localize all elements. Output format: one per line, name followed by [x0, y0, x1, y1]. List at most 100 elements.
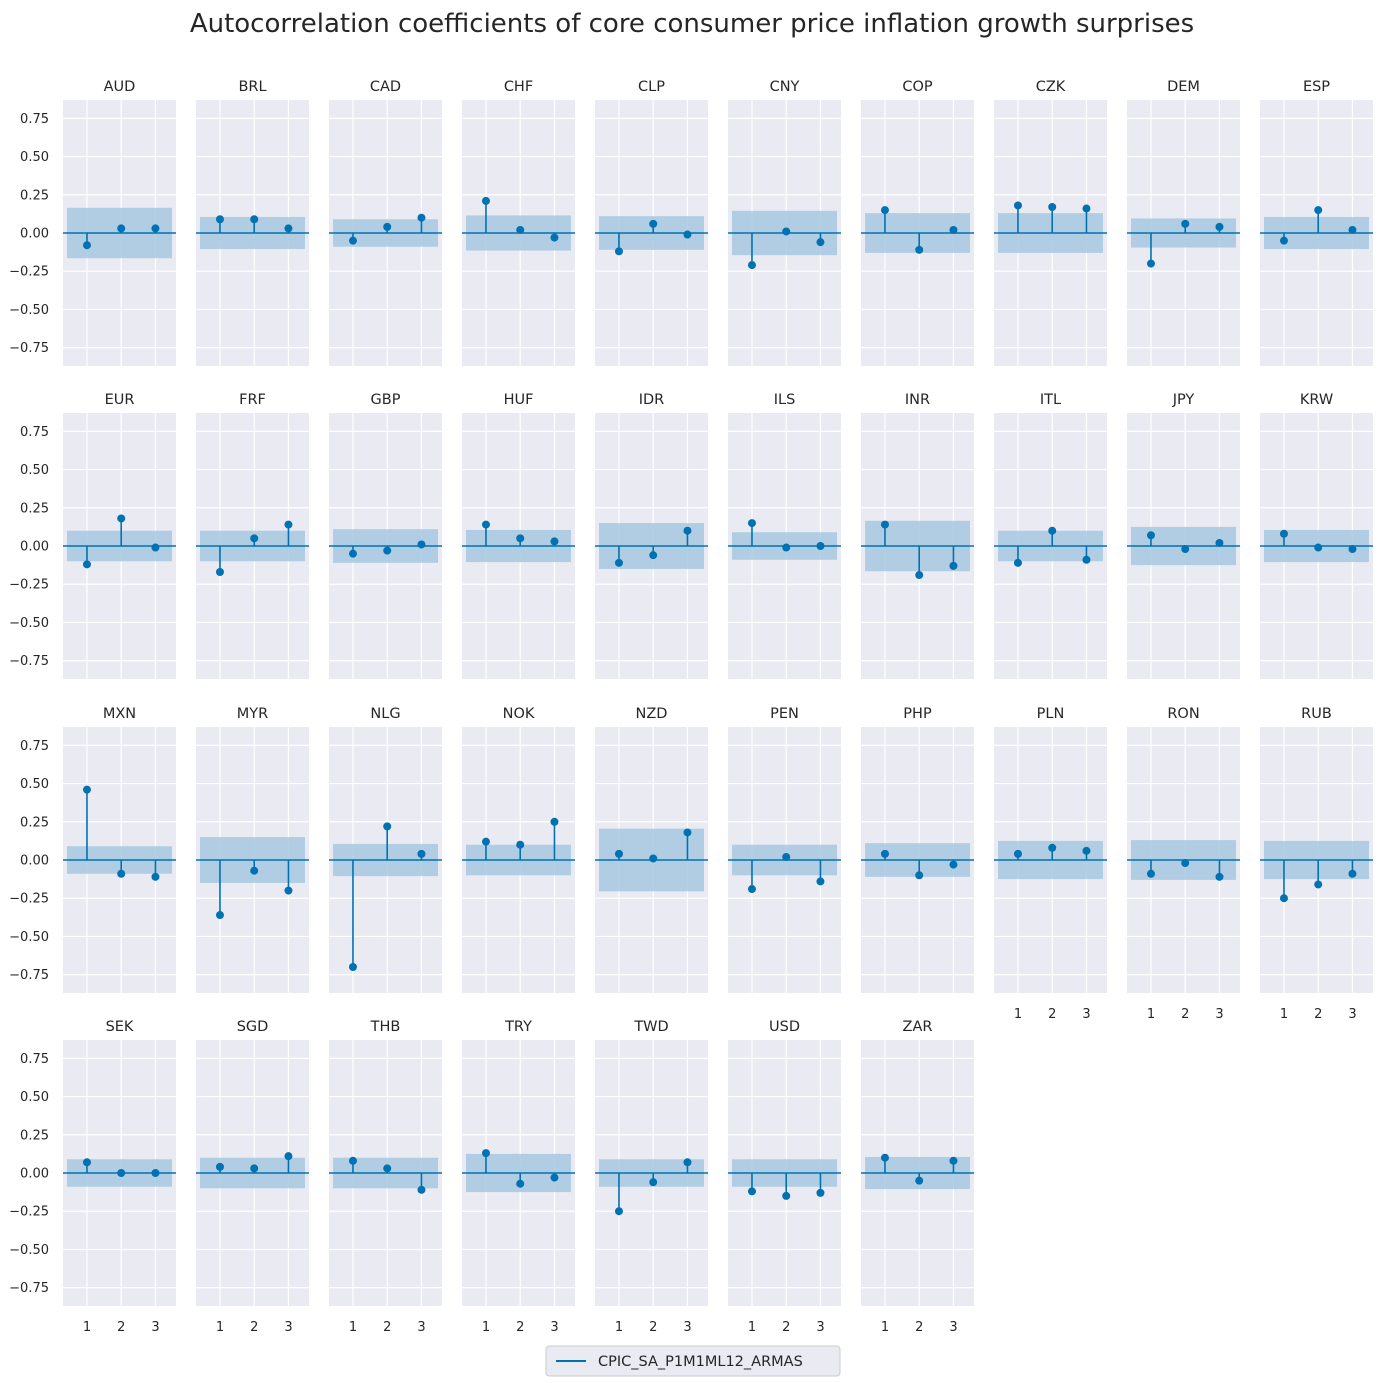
point-lag-3 — [1215, 538, 1224, 547]
panel-pen: PEN — [728, 706, 841, 993]
point-lag-2 — [1181, 545, 1190, 554]
point-lag-3 — [550, 233, 559, 242]
panel-title: SEK — [106, 1019, 134, 1035]
x-tick-label: 2 — [117, 1320, 125, 1335]
x-tick-label: 1 — [881, 1320, 889, 1335]
y-tick-label: −0.50 — [9, 303, 49, 318]
point-lag-3 — [683, 828, 692, 837]
point-lag-3 — [1348, 869, 1357, 878]
point-lag-1 — [348, 1156, 357, 1165]
panel-cop: COP — [861, 79, 974, 366]
x-tick-label: 3 — [284, 1320, 292, 1335]
x-tick-label: 1 — [83, 1320, 91, 1335]
point-lag-3 — [550, 817, 559, 826]
point-lag-3 — [550, 1173, 559, 1182]
point-lag-1 — [614, 1207, 623, 1216]
point-lag-2 — [516, 225, 525, 234]
panel-grid: AUD 0.75 0.50 0.25 0.00 −0.25 −0.50 −0.75 BRL CAD… — [9, 79, 1373, 1335]
point-lag-1 — [1013, 558, 1022, 567]
panel-title: CHF — [504, 79, 533, 95]
point-lag-2 — [117, 1169, 126, 1177]
point-lag-2 — [383, 822, 392, 831]
panel-myr: MYR — [196, 706, 309, 993]
panel-title: BRL — [238, 79, 266, 95]
point-lag-3 — [816, 877, 825, 886]
legend: CPIC_SA_P1M1ML12_ARMAS — [545, 1345, 841, 1377]
y-tick-label: 0.25 — [20, 1128, 49, 1143]
panel-sek: SEK 0.75 0.50 0.25 0.00 −0.25 −0.50 −0.75 1 2 3 — [9, 1019, 176, 1335]
panel-title: CNY — [770, 79, 800, 95]
panel-title: PEN — [770, 706, 799, 722]
x-tick-label: 1 — [615, 1320, 623, 1335]
point-lag-1 — [614, 247, 623, 256]
panel-title: ESP — [1303, 79, 1330, 95]
point-lag-2 — [516, 1179, 525, 1188]
panel-title: DEM — [1167, 79, 1200, 95]
point-lag-1 — [215, 1162, 224, 1171]
panel-title: CZK — [1036, 79, 1066, 95]
panel-title: USD — [769, 1019, 800, 1035]
panel-title: EUR — [105, 392, 135, 408]
y-tick-label: 0.75 — [20, 1052, 49, 1067]
point-lag-2 — [1048, 526, 1057, 535]
point-lag-3 — [151, 224, 160, 233]
point-lag-3 — [816, 238, 825, 247]
point-lag-2 — [516, 534, 525, 543]
panel-title: RON — [1167, 706, 1199, 722]
panel-esp: ESP — [1260, 79, 1373, 366]
point-lag-3 — [1082, 846, 1091, 855]
panel-title: INR — [905, 392, 930, 408]
x-tick-label: 3 — [949, 1320, 957, 1335]
point-lag-3 — [816, 542, 825, 550]
panel-rub: RUB 1 2 3 — [1260, 706, 1373, 1022]
panel-cny: CNY — [728, 79, 841, 366]
y-tick-label: 0.50 — [20, 777, 49, 792]
point-lag-2 — [250, 534, 259, 543]
point-lag-3 — [151, 543, 160, 552]
panel-title: IDR — [639, 392, 665, 408]
x-tick-label: 1 — [482, 1320, 490, 1335]
panel-chf: CHF — [462, 79, 575, 366]
panel-inr: INR — [861, 392, 974, 679]
x-tick-label: 2 — [782, 1320, 790, 1335]
panel-zar: ZAR 1 2 3 — [861, 1019, 974, 1335]
point-lag-3 — [1215, 872, 1224, 881]
point-lag-2 — [1181, 219, 1190, 228]
point-lag-1 — [880, 849, 889, 858]
point-lag-2 — [782, 852, 791, 861]
x-tick-label: 2 — [649, 1320, 657, 1335]
point-lag-2 — [117, 514, 126, 523]
point-lag-3 — [417, 540, 426, 549]
x-tick-label: 1 — [216, 1320, 224, 1335]
x-tick-label: 2 — [1314, 1007, 1322, 1022]
point-lag-1 — [348, 549, 357, 558]
point-lag-2 — [383, 546, 392, 555]
y-tick-label: −0.25 — [9, 892, 49, 907]
panel-aud: AUD 0.75 0.50 0.25 0.00 −0.25 −0.50 −0.75 — [9, 79, 176, 366]
point-lag-1 — [215, 567, 224, 576]
y-tick-label: 0.50 — [20, 150, 49, 165]
panel-title: GBP — [371, 392, 401, 408]
point-lag-1 — [348, 236, 357, 245]
panel-dem: DEM — [1127, 79, 1240, 366]
panel-title: MYR — [237, 706, 268, 722]
x-tick-label: 3 — [1215, 1007, 1223, 1022]
point-lag-2 — [915, 571, 924, 580]
point-lag-3 — [683, 230, 692, 239]
panel-itl: ITL — [994, 392, 1107, 679]
x-tick-label: 1 — [748, 1320, 756, 1335]
y-tick-label: −0.75 — [9, 341, 49, 356]
panel-title: ITL — [1040, 392, 1061, 408]
point-lag-3 — [683, 1158, 692, 1167]
point-lag-2 — [782, 1191, 791, 1200]
point-lag-1 — [1013, 201, 1022, 210]
panel-title: CAD — [370, 79, 401, 95]
panel-title: JPY — [1172, 392, 1195, 408]
y-tick-label: 0.75 — [20, 425, 49, 440]
panel-title: NLG — [370, 706, 400, 722]
point-lag-2 — [1048, 843, 1057, 852]
y-tick-label: −0.50 — [9, 616, 49, 631]
y-tick-label: −0.25 — [9, 1205, 49, 1220]
y-tick-label: 0.00 — [20, 854, 49, 869]
